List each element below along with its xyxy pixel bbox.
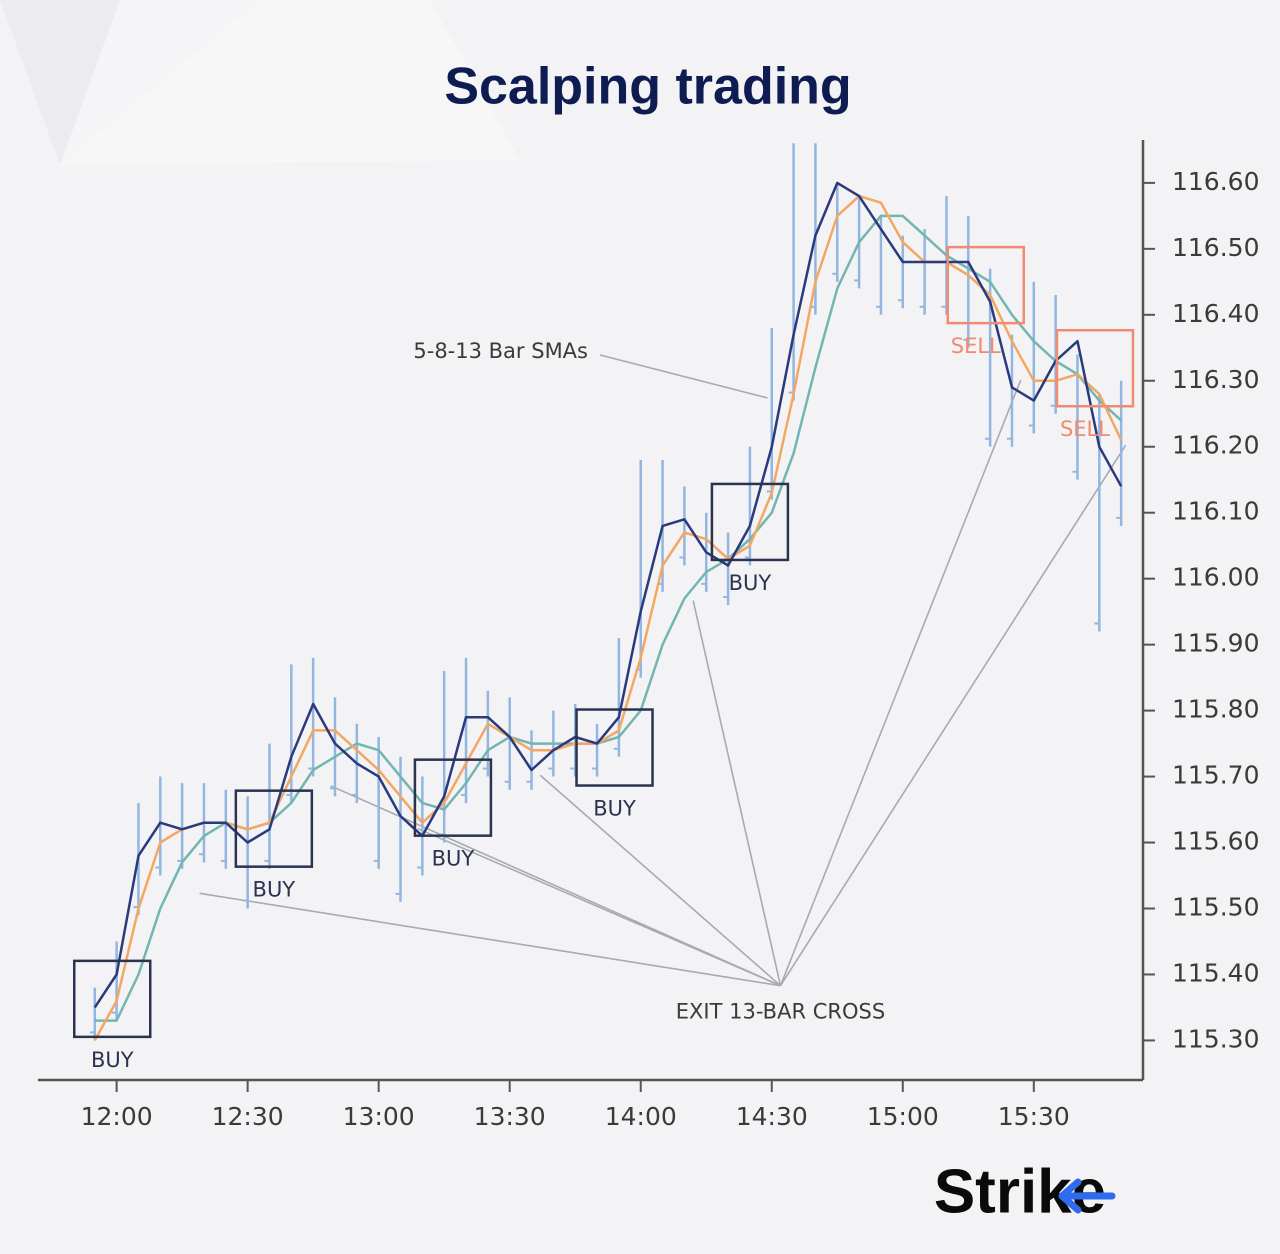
y-tick-label: 116.30 (1172, 365, 1259, 394)
x-tick-label: 15:00 (867, 1102, 939, 1131)
exit-line (779, 444, 1127, 987)
sma-line (93, 194, 1123, 1042)
signal-box (413, 758, 493, 837)
signal-label: BUY (729, 571, 772, 595)
background-shape (60, 0, 520, 165)
signal-box (1055, 328, 1135, 408)
signal-label: SELL (1060, 417, 1110, 441)
chart-title: Scalping trading (444, 58, 851, 116)
exit-line (779, 379, 1022, 986)
y-tick-label: 115.50 (1172, 892, 1259, 921)
x-tick-label: 13:00 (343, 1102, 415, 1131)
signal-box (575, 708, 654, 787)
sma-note-line (599, 354, 768, 399)
signal-label: SELL (951, 334, 1001, 358)
signal-label: BUY (91, 1048, 134, 1072)
signal-box (234, 789, 314, 868)
signal-box (946, 245, 1026, 325)
exit-line (539, 774, 782, 987)
logo: Strike (934, 1157, 1106, 1226)
y-tick-label: 116.60 (1172, 167, 1259, 196)
x-tick-label: 14:30 (736, 1102, 808, 1131)
signal-label: BUY (253, 878, 296, 902)
logo-arrow (1058, 1178, 1116, 1214)
sma-line (93, 181, 1123, 1009)
signal-box (72, 959, 152, 1039)
y-tick-label: 115.80 (1172, 695, 1259, 724)
y-tick-label: 115.30 (1172, 1024, 1259, 1053)
y-tick-label: 116.10 (1172, 497, 1259, 526)
sma-note-label: 5-8-13 Bar SMAs (413, 339, 588, 363)
x-tick-label: 14:00 (605, 1102, 677, 1131)
y-tick-label: 116.50 (1172, 233, 1259, 262)
x-tick-label: 12:30 (212, 1102, 284, 1131)
y-tick-label: 116.00 (1172, 563, 1259, 592)
signal-box (710, 482, 790, 562)
exit-line (692, 600, 782, 986)
signal-label: BUY (593, 797, 636, 821)
y-tick-label: 115.70 (1172, 761, 1259, 790)
y-tick-label: 115.90 (1172, 629, 1259, 658)
y-tick-label: 115.40 (1172, 958, 1259, 987)
signal-label: BUY (432, 847, 475, 871)
exit-label: EXIT 13-BAR CROSS (676, 1000, 885, 1024)
exit-line (417, 827, 781, 987)
x-tick-label: 13:30 (474, 1102, 546, 1131)
y-tick-label: 116.20 (1172, 431, 1259, 460)
y-tick-label: 115.60 (1172, 827, 1259, 856)
y-tick-label: 116.40 (1172, 299, 1259, 328)
x-tick-label: 12:00 (81, 1102, 153, 1131)
x-tick-label: 15:30 (998, 1102, 1070, 1131)
exit-line (199, 892, 781, 987)
